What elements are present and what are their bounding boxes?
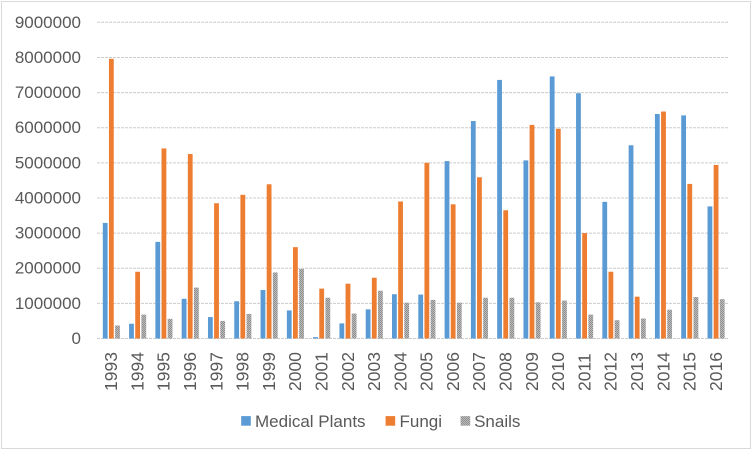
svg-text:5000000: 5000000 xyxy=(15,153,81,172)
svg-text:2006: 2006 xyxy=(443,352,463,391)
svg-text:2011: 2011 xyxy=(574,353,594,391)
svg-text:2003: 2003 xyxy=(364,352,384,391)
svg-text:2009: 2009 xyxy=(522,352,542,391)
svg-text:2007: 2007 xyxy=(469,352,489,391)
svg-text:9000000: 9000000 xyxy=(15,13,81,32)
svg-text:1000000: 1000000 xyxy=(15,294,81,313)
svg-text:1997: 1997 xyxy=(206,352,226,391)
svg-text:2002: 2002 xyxy=(338,352,358,391)
svg-text:2005: 2005 xyxy=(417,352,437,391)
svg-text:Medical Plants: Medical Plants xyxy=(255,412,366,431)
svg-text:1996: 1996 xyxy=(180,352,200,391)
svg-text:2001: 2001 xyxy=(311,352,331,391)
svg-text:2015: 2015 xyxy=(680,352,700,391)
svg-text:1993: 1993 xyxy=(101,352,121,391)
svg-text:3000000: 3000000 xyxy=(15,224,81,243)
svg-text:2008: 2008 xyxy=(496,352,516,391)
svg-text:1998: 1998 xyxy=(233,352,253,391)
svg-text:2014: 2014 xyxy=(653,352,673,391)
svg-text:1994: 1994 xyxy=(127,352,147,391)
svg-text:2000: 2000 xyxy=(285,352,305,391)
svg-text:6000000: 6000000 xyxy=(15,118,81,137)
svg-text:2012: 2012 xyxy=(601,352,621,391)
svg-text:8000000: 8000000 xyxy=(15,48,81,67)
svg-text:2000000: 2000000 xyxy=(15,259,81,278)
svg-text:2016: 2016 xyxy=(706,352,726,391)
svg-text:1995: 1995 xyxy=(154,352,174,391)
svg-text:1999: 1999 xyxy=(259,352,279,391)
svg-text:2010: 2010 xyxy=(548,352,568,391)
svg-text:2013: 2013 xyxy=(627,352,647,391)
svg-text:4000000: 4000000 xyxy=(15,188,81,207)
svg-text:Fungi: Fungi xyxy=(400,412,443,431)
svg-text:7000000: 7000000 xyxy=(15,83,81,102)
svg-text:2004: 2004 xyxy=(390,352,410,391)
svg-text:Snails: Snails xyxy=(474,412,520,431)
svg-text:0: 0 xyxy=(72,329,81,348)
